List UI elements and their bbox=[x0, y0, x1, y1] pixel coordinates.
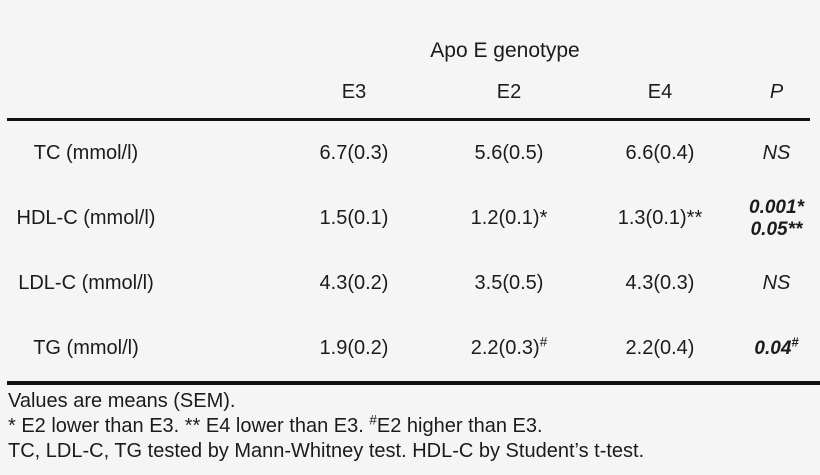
cell-tg-e3: 1.9(0.2) bbox=[319, 337, 389, 359]
cell-hdlc-e3: 1.5(0.1) bbox=[319, 207, 389, 229]
row-label-ldlc: LDL-C (mmol/l) bbox=[18, 272, 154, 294]
table-title-row: Apo E genotype bbox=[7, 36, 810, 66]
hash-superscript: # bbox=[791, 334, 799, 350]
footnote-symbols: * E2 lower than E3. ** E4 lower than E3.… bbox=[8, 412, 543, 437]
table-row-tc: TC (mmol/l) 6.7(0.3) 5.6(0.5) 6.6(0.4) N… bbox=[7, 121, 810, 186]
footnote-tests: TC, LDL-C, TG tested by Mann-Whitney tes… bbox=[8, 440, 645, 462]
col-header-e4: E4 bbox=[647, 80, 673, 103]
hash-superscript: # bbox=[539, 334, 548, 350]
row-label-tg: TG (mmol/l) bbox=[33, 337, 139, 359]
table-row-tg: TG (mmol/l) 1.9(0.2) 2.2(0.3)# 2.2(0.4) … bbox=[7, 316, 810, 381]
cell-tc-e3: 6.7(0.3) bbox=[319, 142, 389, 164]
table-row-hdlc: HDL-C (mmol/l) 1.5(0.1) 1.2(0.1)* 1.3(0.… bbox=[7, 186, 810, 251]
cell-hdlc-e4: 1.3(0.1)** bbox=[617, 207, 703, 229]
col-header-p: P bbox=[769, 80, 784, 103]
cell-ldlc-e4: 4.3(0.3) bbox=[625, 272, 695, 294]
cell-tc-p: NS bbox=[762, 142, 791, 164]
table-body: TC (mmol/l) 6.7(0.3) 5.6(0.5) 6.6(0.4) N… bbox=[7, 121, 820, 385]
cell-hdlc-e2: 1.2(0.1)* bbox=[470, 207, 548, 229]
p-value-line-1: 0.001* bbox=[749, 196, 804, 218]
table-row-ldlc: LDL-C (mmol/l) 4.3(0.2) 3.5(0.5) 4.3(0.3… bbox=[7, 251, 810, 316]
row-label-hdlc: HDL-C (mmol/l) bbox=[16, 207, 156, 229]
cell-ldlc-e2: 3.5(0.5) bbox=[474, 272, 544, 294]
hash-superscript: # bbox=[369, 412, 377, 428]
table-footnotes: Values are means (SEM). * E2 lower than … bbox=[8, 385, 820, 464]
footnote-means-sem: Values are means (SEM). bbox=[8, 390, 236, 412]
table-title: Apo E genotype bbox=[430, 39, 580, 62]
cell-ldlc-p: NS bbox=[762, 272, 791, 294]
cell-tg-p: 0.04# bbox=[754, 334, 799, 359]
table-header-row: E3 E2 E4 P bbox=[7, 66, 810, 121]
cell-tc-e2: 5.6(0.5) bbox=[474, 142, 544, 164]
cell-tg-e2: 2.2(0.3)# bbox=[470, 334, 548, 359]
cell-hdlc-p: 0.001* 0.05** bbox=[733, 197, 810, 241]
p-value-line-2: 0.05** bbox=[750, 218, 803, 240]
col-header-e3: E3 bbox=[341, 80, 367, 103]
cell-ldlc-e3: 4.3(0.2) bbox=[319, 272, 389, 294]
cell-tg-e4: 2.2(0.4) bbox=[625, 337, 695, 359]
col-header-e2: E2 bbox=[496, 80, 522, 103]
row-label-tc: TC (mmol/l) bbox=[33, 142, 139, 164]
cell-tc-e4: 6.6(0.4) bbox=[625, 142, 695, 164]
